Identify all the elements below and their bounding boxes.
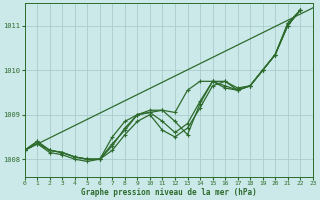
X-axis label: Graphe pression niveau de la mer (hPa): Graphe pression niveau de la mer (hPa) bbox=[81, 188, 257, 197]
